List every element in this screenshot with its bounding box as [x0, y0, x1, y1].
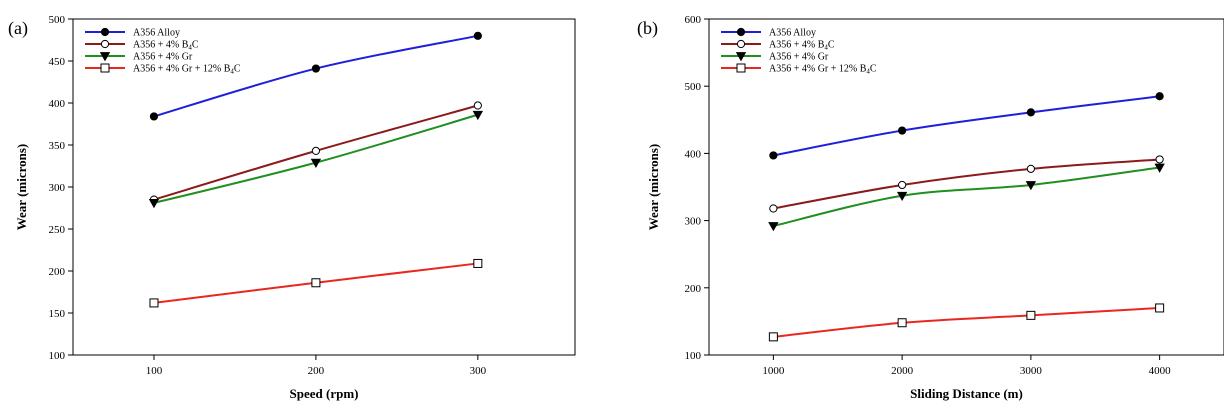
- series-line: [773, 166, 1160, 227]
- data-point: [473, 31, 482, 40]
- data-point: [1025, 181, 1037, 191]
- data-point: [768, 332, 778, 342]
- legend-marker: [100, 39, 110, 49]
- x-tick-label: 1000: [762, 365, 785, 377]
- x-tick-label: 300: [470, 365, 487, 377]
- legend-entry: A356 + 4% Gr + 12% B4C: [769, 64, 877, 76]
- x-axis-title: Speed (rpm): [290, 386, 359, 401]
- data-point: [149, 298, 159, 308]
- data-point: [1155, 303, 1165, 313]
- legend-marker: [99, 52, 111, 62]
- legend-entry: A356 Alloy: [133, 28, 180, 39]
- data-point: [1026, 108, 1035, 117]
- data-point: [898, 126, 907, 135]
- y-tick-label: 500: [49, 14, 66, 26]
- series-0: [769, 92, 1164, 160]
- legend-marker: [100, 27, 110, 37]
- data-point: [898, 180, 907, 190]
- series-1: [769, 155, 1164, 213]
- data-point: [149, 112, 159, 121]
- y-tick-label: 350: [49, 140, 66, 152]
- x-tick-label: 200: [308, 365, 325, 377]
- y-axis-title: Wear (microns): [14, 144, 29, 231]
- legend-entry: A356 + 4% Gr: [769, 52, 829, 63]
- y-tick-label: 100: [685, 350, 702, 362]
- legend-marker: [735, 52, 747, 62]
- panel-b: (b) 100 200 300 400 500 600 1000 2000 3000 4000 Sli…: [637, 14, 1224, 401]
- data-point: [311, 278, 321, 288]
- x-tick-label: 4000: [1149, 365, 1172, 377]
- data-point: [896, 191, 908, 202]
- data-point: [769, 204, 778, 213]
- legend-marker: [100, 63, 110, 73]
- data-point: [473, 258, 483, 268]
- legend-entry: A356 + 4% B4C: [769, 40, 835, 52]
- series-3: [768, 303, 1165, 342]
- data-point: [1154, 163, 1165, 173]
- y-tick-label: 200: [49, 266, 66, 278]
- data-point: [1155, 155, 1164, 164]
- data-point: [1026, 164, 1035, 173]
- data-point: [311, 146, 321, 155]
- legend-marker: [736, 39, 746, 49]
- legend-entry: A356 Alloy: [769, 28, 816, 39]
- series-0: [149, 31, 482, 121]
- data-point: [1155, 92, 1164, 101]
- y-tick-label: 200: [685, 283, 702, 295]
- y-tick-label: 300: [685, 216, 702, 228]
- y-tick-label: 400: [685, 148, 702, 160]
- legend-entry: A356 + 4% Gr + 12% B4C: [133, 64, 241, 76]
- data-point: [310, 158, 322, 168]
- data-point: [897, 318, 907, 328]
- y-tick-label: 300: [49, 182, 66, 194]
- panel-a: (a) 100 150 200 250 300 350 400 450 500 100 200 300 S…: [8, 14, 576, 401]
- series-2: [148, 110, 484, 209]
- legend-marker: [736, 63, 746, 73]
- y-tick-label: 400: [49, 98, 66, 110]
- y-tick-label: 150: [49, 308, 66, 320]
- y-axis-title: Wear (microns): [646, 144, 661, 231]
- series-1: [149, 101, 482, 204]
- panel-label: (b): [637, 18, 658, 39]
- y-tick-label: 100: [49, 350, 66, 362]
- x-axis-title: Sliding Distance (m): [910, 386, 1023, 401]
- data-point: [769, 151, 778, 160]
- y-tick-label: 250: [49, 224, 66, 236]
- panel-label: (a): [8, 18, 28, 39]
- data-point: [311, 64, 321, 73]
- data-point: [473, 101, 482, 110]
- legend-marker: [736, 27, 746, 37]
- legend-entry: A356 + 4% Gr: [133, 52, 193, 63]
- series-line: [773, 158, 1160, 210]
- data-point: [768, 222, 779, 232]
- series-3: [149, 258, 483, 308]
- y-tick-label: 500: [685, 81, 702, 93]
- series-line: [773, 306, 1160, 338]
- x-tick-label: 3000: [1020, 365, 1043, 377]
- y-tick-label: 600: [685, 14, 702, 26]
- x-tick-label: 2000: [891, 365, 914, 377]
- x-tick-label: 100: [146, 365, 163, 377]
- series-line: [773, 95, 1160, 157]
- plot-frame: [708, 18, 1224, 356]
- data-point: [1026, 310, 1036, 320]
- legend-entry: A356 + 4% B4C: [133, 40, 199, 52]
- series-2: [768, 163, 1165, 232]
- series-line: [153, 34, 479, 118]
- data-point: [148, 199, 160, 209]
- data-point: [472, 110, 484, 121]
- y-tick-label: 450: [49, 56, 66, 68]
